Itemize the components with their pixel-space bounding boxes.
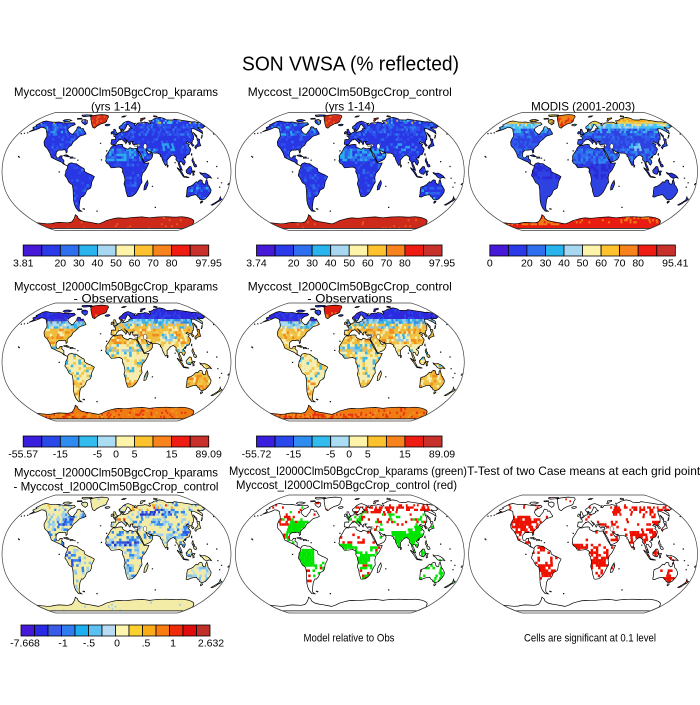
svg-text:20: 20 (521, 258, 533, 270)
svg-text:40: 40 (325, 258, 337, 270)
svg-text:-55.72: -55.72 (242, 449, 272, 461)
svg-text:Myccost_I2000Clm50BgcCrop_kpar: Myccost_I2000Clm50BgcCrop_kparams (14, 467, 218, 480)
svg-text:89.09: 89.09 (196, 449, 222, 461)
svg-text:-55.57: -55.57 (8, 449, 38, 461)
svg-text:-15: -15 (53, 449, 68, 461)
svg-text:MODIS (2001-2003): MODIS (2001-2003) (531, 100, 635, 113)
svg-text:50: 50 (343, 258, 355, 270)
svg-text:89.09: 89.09 (429, 449, 455, 461)
svg-text:-1: -1 (58, 638, 67, 650)
svg-text:60: 60 (362, 258, 374, 270)
svg-text:60: 60 (129, 258, 141, 270)
svg-text:50: 50 (577, 258, 589, 270)
svg-text:0: 0 (487, 258, 493, 270)
svg-text:- Observations: - Observations (74, 292, 159, 305)
svg-text:T-Test of two Case means at ea: T-Test of two Case means at each grid po… (467, 465, 700, 478)
svg-text:3.74: 3.74 (246, 258, 267, 270)
svg-text:95.41: 95.41 (662, 258, 688, 270)
svg-text:-.5: -.5 (83, 638, 95, 650)
svg-text:20: 20 (288, 258, 300, 270)
svg-text:20: 20 (54, 258, 66, 270)
svg-text:15: 15 (399, 449, 411, 461)
svg-text:Myccost_I2000Clm50BgcCrop_cont: Myccost_I2000Clm50BgcCrop_control (red) (236, 479, 457, 492)
svg-text:-7.668: -7.668 (10, 638, 40, 650)
svg-text:5: 5 (365, 449, 371, 461)
svg-text:30: 30 (73, 258, 85, 270)
svg-text:Myccost_I2000Clm50BgcCrop_kpar: Myccost_I2000Clm50BgcCrop_kparams (14, 86, 218, 99)
svg-text:70: 70 (381, 258, 393, 270)
svg-text:- Observations: - Observations (307, 292, 392, 305)
svg-text:Model relative to Obs: Model relative to Obs (304, 633, 396, 645)
svg-text:15: 15 (166, 449, 178, 461)
svg-text:Myccost_I2000Clm50BgcCrop_kpar: Myccost_I2000Clm50BgcCrop_kparams (green… (229, 465, 467, 478)
svg-text:97.95: 97.95 (429, 258, 455, 270)
svg-text:- Myccost_I2000Clm50BgcCrop_co: - Myccost_I2000Clm50BgcCrop_control (14, 481, 219, 494)
svg-text:(yrs 1-14): (yrs 1-14) (325, 100, 375, 113)
svg-text:0: 0 (346, 449, 352, 461)
svg-text:(yrs 1-14): (yrs 1-14) (91, 100, 141, 113)
svg-text:97.95: 97.95 (196, 258, 222, 270)
svg-text:40: 40 (558, 258, 570, 270)
svg-text:-15: -15 (286, 449, 301, 461)
svg-text:SON VWSA (% reflected): SON VWSA (% reflected) (242, 54, 459, 76)
svg-text:0: 0 (114, 638, 120, 650)
svg-text:80: 80 (399, 258, 411, 270)
svg-text:5: 5 (132, 449, 138, 461)
svg-text:.5: .5 (142, 638, 151, 650)
svg-text:50: 50 (110, 258, 122, 270)
svg-text:70: 70 (614, 258, 626, 270)
svg-text:40: 40 (92, 258, 104, 270)
svg-text:1: 1 (170, 638, 176, 650)
svg-text:-5: -5 (93, 449, 102, 461)
svg-text:80: 80 (166, 258, 178, 270)
svg-text:70: 70 (147, 258, 159, 270)
svg-text:Myccost_I2000Clm50BgcCrop_cont: Myccost_I2000Clm50BgcCrop_control (248, 86, 452, 99)
svg-text:0: 0 (113, 449, 119, 461)
svg-text:2.632: 2.632 (198, 638, 224, 650)
svg-text:-5: -5 (326, 449, 335, 461)
svg-text:3.81: 3.81 (13, 258, 34, 270)
svg-text:Cells are significant at 0.1 l: Cells are significant at 0.1 level (524, 633, 656, 645)
svg-text:80: 80 (632, 258, 644, 270)
svg-text:Myccost_I2000Clm50BgcCrop_kpar: Myccost_I2000Clm50BgcCrop_kparams (14, 281, 218, 294)
svg-text:30: 30 (306, 258, 318, 270)
svg-text:60: 60 (595, 258, 607, 270)
svg-text:30: 30 (540, 258, 552, 270)
svg-text:Myccost_I2000Clm50BgcCrop_cont: Myccost_I2000Clm50BgcCrop_control (248, 281, 452, 294)
